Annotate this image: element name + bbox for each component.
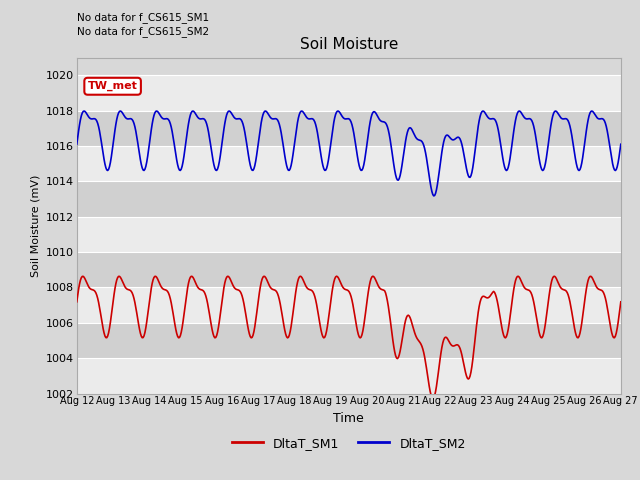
Bar <box>77 358 621 394</box>
Text: TW_met: TW_met <box>88 81 138 91</box>
X-axis label: Time: Time <box>333 412 364 425</box>
Bar <box>77 323 621 358</box>
Text: No data for f_CS615_SM2: No data for f_CS615_SM2 <box>77 26 209 37</box>
Bar <box>77 252 621 288</box>
Bar <box>77 111 621 146</box>
Bar <box>77 181 621 217</box>
Title: Soil Moisture: Soil Moisture <box>300 37 398 52</box>
Bar <box>77 288 621 323</box>
Text: No data for f_CS615_SM1: No data for f_CS615_SM1 <box>77 12 209 23</box>
Bar <box>77 217 621 252</box>
Bar <box>77 146 621 181</box>
Y-axis label: Soil Moisture (mV): Soil Moisture (mV) <box>30 174 40 277</box>
Legend: DltaT_SM1, DltaT_SM2: DltaT_SM1, DltaT_SM2 <box>227 432 471 455</box>
Bar <box>77 75 621 111</box>
